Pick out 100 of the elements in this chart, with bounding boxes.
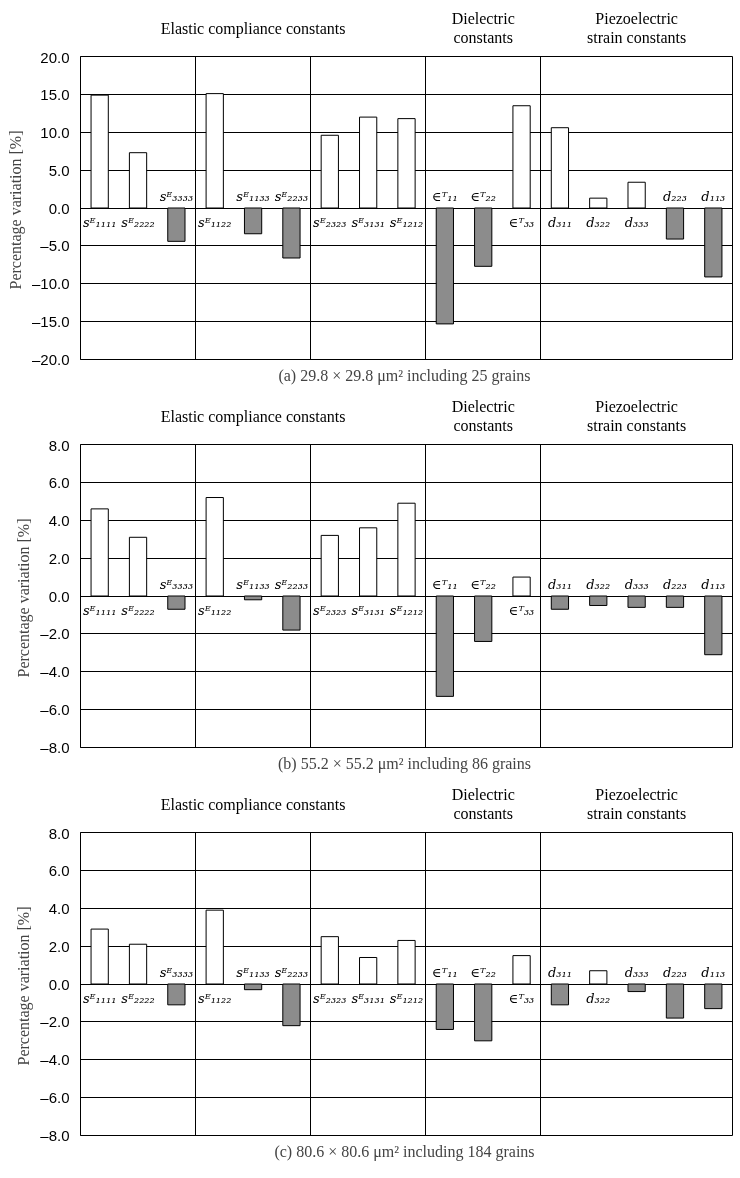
x-tick-label: sᴱ₂₂₃₃: [274, 964, 309, 980]
text: Elastic compliance constants: [160, 795, 346, 814]
bar: [550, 983, 570, 1006]
bar: [474, 207, 493, 267]
x-tick-label: ∈ᵀ₂₂: [470, 188, 496, 204]
y-tick-label: –8.0: [40, 1127, 70, 1144]
y-tick-label: 0.0: [48, 587, 70, 605]
y-tick-label: –8.0: [40, 739, 70, 756]
x-tick-label: d₃₃₃: [624, 576, 649, 592]
x-tick-label: ∈ᵀ₁₁: [432, 964, 458, 980]
y-tick-label: –15.0: [31, 313, 70, 331]
x-tick-label: ∈ᵀ₁₁: [432, 576, 458, 592]
x-tick-label: ∈ᵀ₁₁: [432, 188, 458, 204]
bar: [282, 207, 301, 259]
bar: [243, 207, 263, 235]
bar: [167, 207, 186, 242]
bar: [627, 181, 646, 209]
bar: [128, 152, 148, 209]
y-tick-label: 10.0: [40, 123, 70, 141]
x-tick-label: sᴱ₂₂₂₂: [121, 990, 155, 1006]
bar: [627, 983, 646, 993]
bar: [282, 595, 301, 631]
x-tick-label: d₃₁₁: [547, 576, 572, 592]
bar: [627, 595, 646, 608]
text: Piezoelectric strain constants: [587, 10, 687, 47]
y-tick-label: 6.0: [48, 473, 70, 491]
bar: [205, 497, 224, 597]
x-tick-label: d₃₂₂: [586, 214, 611, 230]
bar: [90, 508, 109, 597]
x-tick-label: sᴱ₃₁₃₁: [351, 602, 385, 618]
x-tick-label: sᴱ₃₁₃₁: [351, 990, 385, 1006]
x-tick-label: sᴱ₂₂₃₃: [274, 576, 309, 592]
x-tick-label: d₁₁₃: [701, 964, 726, 980]
bar: [243, 983, 263, 991]
y-tick-label: 0.0: [48, 975, 70, 993]
x-tick-label: d₂₂₃: [662, 576, 687, 592]
bar: [435, 595, 454, 697]
x-tick-label: sᴱ₂₂₂₂: [121, 602, 155, 618]
x-tick-label: ∈ᵀ₃₃: [508, 602, 535, 618]
bar: [512, 955, 531, 985]
bar: [665, 207, 685, 240]
y-axis-title: Percentage variation [%]: [6, 130, 25, 290]
bar: [205, 909, 224, 985]
x-tick-label: sᴱ₁₁₃₃: [236, 576, 270, 592]
x-tick-label: d₃₃₃: [624, 214, 649, 230]
x-tick-label: sᴱ₁₁₂₂: [197, 990, 232, 1006]
bar: [128, 943, 148, 985]
x-tick-label: sᴱ₁₁₃₃: [236, 964, 270, 980]
bar: [704, 595, 723, 656]
bar: [665, 595, 685, 608]
x-tick-label: sᴱ₁₁₁₁: [82, 602, 117, 618]
x-tick-label: sᴱ₁₁₂₂: [197, 602, 232, 618]
x-tick-label: sᴱ₃₃₃₃: [159, 188, 194, 204]
text: Elastic compliance constants: [160, 407, 346, 426]
y-tick-label: –20.0: [31, 351, 70, 368]
y-tick-label: –6.0: [40, 701, 70, 719]
bar: [243, 595, 263, 601]
bar: [320, 936, 339, 985]
bar: [550, 595, 570, 610]
x-tick-label: sᴱ₁₂₁₂: [389, 990, 424, 1006]
x-tick-label: sᴱ₃₁₃₁: [351, 214, 385, 230]
y-tick-label: 8.0: [48, 824, 70, 842]
x-tick-label: d₃₃₃: [624, 964, 649, 980]
y-tick-label: 2.0: [48, 549, 70, 567]
x-tick-label: ∈ᵀ₂₂: [470, 576, 496, 592]
y-tick-label: 4.0: [48, 899, 70, 917]
y-tick-label: 8.0: [48, 436, 70, 454]
y-tick-label: 4.0: [48, 511, 70, 529]
bar: [704, 207, 723, 278]
text: Dielectric constants: [451, 10, 515, 47]
bar: [665, 983, 685, 1019]
x-tick-label: sᴱ₃₃₃₃: [159, 964, 194, 980]
y-tick-label: 5.0: [48, 161, 70, 179]
y-tick-label: 0.0: [48, 199, 70, 217]
x-tick-label: sᴱ₁₁₂₂: [197, 214, 232, 230]
y-tick-label: –5.0: [40, 237, 70, 255]
text: Elastic compliance constants: [160, 19, 346, 38]
x-tick-label: sᴱ₁₁₁₁: [82, 990, 117, 1006]
y-tick-label: –4.0: [40, 663, 70, 681]
x-tick-label: ∈ᵀ₂₂: [470, 964, 496, 980]
bar: [397, 118, 416, 209]
bar: [320, 134, 339, 209]
y-tick-label: 2.0: [48, 937, 70, 955]
bar: [167, 595, 186, 610]
x-tick-label: sᴱ₂₃₂₃: [313, 602, 347, 618]
x-tick-label: ∈ᵀ₃₃: [508, 990, 535, 1006]
bar: [90, 928, 109, 985]
y-tick-label: –10.0: [31, 275, 70, 293]
bar: [128, 536, 148, 597]
text: Piezoelectric strain constants: [587, 398, 687, 435]
x-tick-label: sᴱ₂₃₂₃: [313, 990, 347, 1006]
bar: [282, 983, 301, 1027]
x-tick-label: sᴱ₁₂₁₂: [389, 214, 424, 230]
bar: [704, 983, 723, 1010]
y-tick-label: 20.0: [40, 48, 70, 66]
x-tick-label: sᴱ₂₂₃₃: [274, 188, 309, 204]
bar: [589, 595, 608, 606]
bar: [474, 983, 493, 1042]
bar: [320, 534, 339, 597]
x-tick-label: sᴱ₃₃₃₃: [159, 576, 194, 592]
